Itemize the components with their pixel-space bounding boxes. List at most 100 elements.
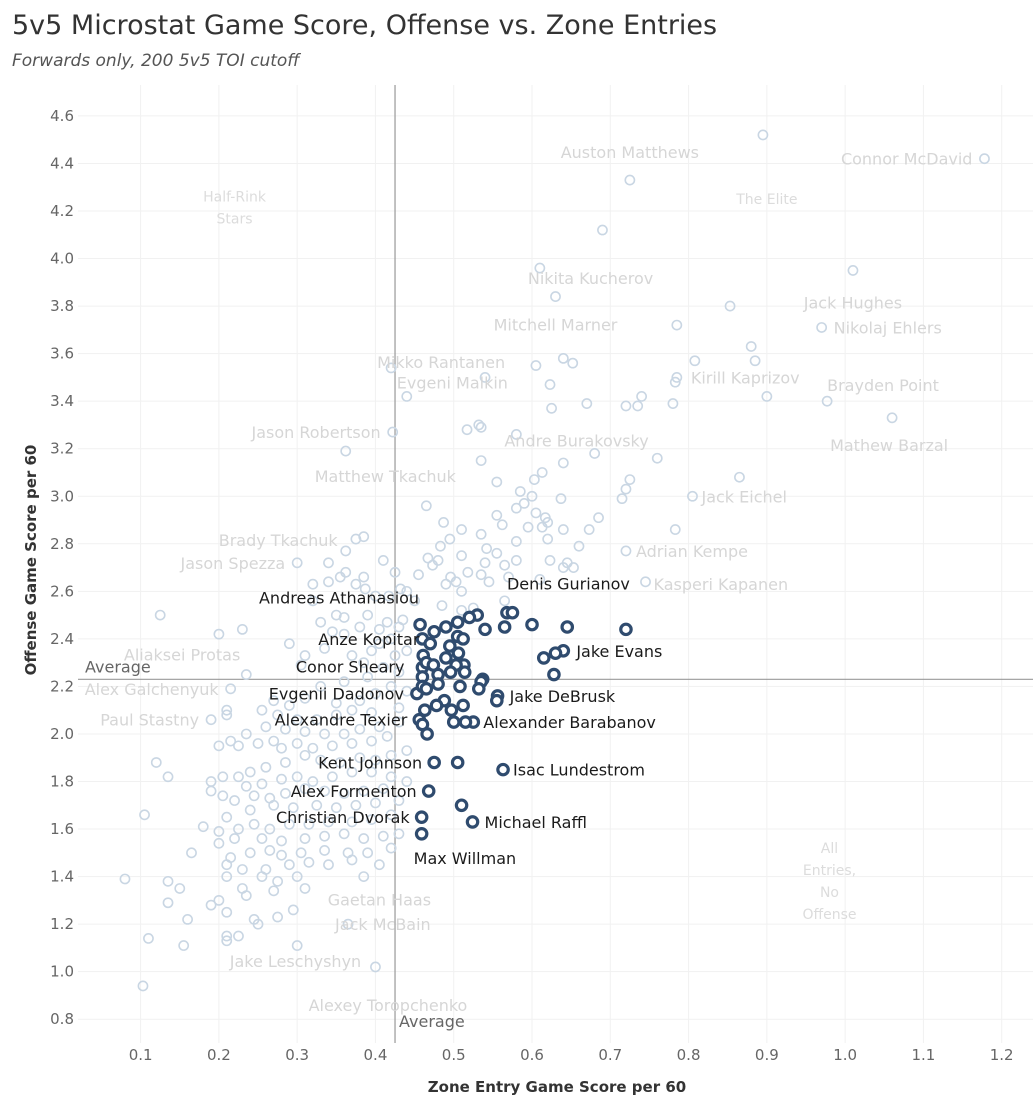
scatter-point[interactable] <box>276 742 287 754</box>
scatter-point[interactable] <box>526 490 538 502</box>
scatter-point[interactable] <box>550 291 561 302</box>
scatter-point[interactable] <box>330 697 342 709</box>
scatter-point[interactable] <box>229 795 240 806</box>
highlight-point[interactable] <box>457 665 472 679</box>
scatter-point[interactable] <box>225 735 237 747</box>
scatter-point[interactable] <box>377 783 389 795</box>
scatter-point[interactable] <box>528 474 540 486</box>
scatter-point[interactable] <box>534 262 546 274</box>
scatter-point[interactable] <box>669 376 681 388</box>
scatter-point[interactable] <box>299 692 311 704</box>
scatter-point[interactable] <box>491 547 503 559</box>
scatter-point[interactable] <box>236 864 248 875</box>
scatter-point[interactable] <box>354 621 366 633</box>
scatter-point[interactable] <box>248 818 260 830</box>
scatter-point[interactable] <box>409 595 420 607</box>
scatter-point[interactable] <box>475 421 487 433</box>
scatter-point[interactable] <box>724 300 736 312</box>
scatter-point[interactable] <box>362 671 374 683</box>
scatter-point[interactable] <box>481 543 493 554</box>
scatter-point[interactable] <box>366 645 377 657</box>
scatter-point[interactable] <box>821 395 833 407</box>
scatter-point[interactable] <box>749 355 761 367</box>
scatter-point[interactable] <box>272 875 284 887</box>
scatter-point[interactable] <box>233 930 244 942</box>
scatter-point[interactable] <box>499 595 511 607</box>
scatter-point[interactable] <box>377 830 389 842</box>
scatter-point[interactable] <box>311 714 323 726</box>
scatter-point[interactable] <box>291 771 303 783</box>
scatter-point[interactable] <box>221 935 233 947</box>
scatter-point[interactable] <box>491 509 503 521</box>
scatter-point[interactable] <box>401 585 413 597</box>
scatter-point[interactable] <box>496 519 508 531</box>
scatter-point[interactable] <box>150 757 162 768</box>
scatter-point[interactable] <box>283 818 295 830</box>
highlight-point[interactable] <box>456 698 470 713</box>
scatter-point[interactable] <box>745 341 757 352</box>
scatter-point[interactable] <box>422 552 434 564</box>
scatter-point[interactable] <box>236 623 248 635</box>
scatter-point[interactable] <box>264 845 276 856</box>
scatter-point[interactable] <box>221 930 233 942</box>
highlight-point[interactable] <box>420 727 434 741</box>
scatter-point[interactable] <box>534 574 546 585</box>
scatter-point[interactable] <box>393 666 405 678</box>
scatter-point[interactable] <box>362 847 374 859</box>
scatter-point[interactable] <box>483 576 495 588</box>
scatter-point[interactable] <box>205 785 217 797</box>
scatter-point[interactable] <box>370 961 381 973</box>
scatter-point[interactable] <box>182 913 193 925</box>
scatter-point[interactable] <box>350 799 362 811</box>
highlight-point[interactable] <box>489 693 504 708</box>
scatter-point[interactable] <box>240 780 252 792</box>
scatter-point[interactable] <box>389 650 401 661</box>
scatter-point[interactable] <box>276 849 287 861</box>
scatter-point[interactable] <box>555 493 567 505</box>
scatter-point[interactable] <box>620 483 632 495</box>
scatter-point[interactable] <box>315 616 327 628</box>
scatter-point[interactable] <box>385 749 397 761</box>
scatter-point[interactable] <box>299 883 311 894</box>
scatter-point[interactable] <box>252 918 264 930</box>
scatter-point[interactable] <box>295 847 307 859</box>
scatter-point[interactable] <box>358 785 370 797</box>
scatter-point[interactable] <box>438 516 449 528</box>
highlight-point[interactable] <box>496 762 510 777</box>
scatter-point[interactable] <box>886 412 898 424</box>
scatter-point[interactable] <box>624 474 636 486</box>
scatter-point[interactable] <box>256 833 268 844</box>
scatter-point[interactable] <box>503 571 514 583</box>
scatter-point[interactable] <box>669 524 681 535</box>
scatter-point[interactable] <box>381 616 393 628</box>
scatter-point[interactable] <box>671 319 683 331</box>
scatter-point[interactable] <box>338 787 350 799</box>
scatter-point[interactable] <box>338 828 350 840</box>
scatter-point[interactable] <box>338 676 350 688</box>
scatter-point[interactable] <box>307 595 319 607</box>
scatter-point[interactable] <box>119 873 131 885</box>
highlight-point[interactable] <box>427 755 441 770</box>
scatter-point[interactable] <box>589 448 601 459</box>
highlight-point[interactable] <box>444 703 459 717</box>
scatter-point[interactable] <box>280 787 291 799</box>
highlight-point[interactable] <box>478 622 492 637</box>
scatter-point[interactable] <box>213 740 225 752</box>
highlight-point[interactable] <box>423 636 438 651</box>
scatter-point[interactable] <box>461 424 473 436</box>
scatter-point[interactable] <box>620 545 632 557</box>
scatter-point[interactable] <box>581 398 593 409</box>
scatter-point[interactable] <box>667 398 679 409</box>
highlight-point[interactable] <box>429 698 444 713</box>
scatter-point[interactable] <box>370 688 381 699</box>
scatter-point[interactable] <box>358 571 370 583</box>
scatter-point[interactable] <box>143 933 154 944</box>
scatter-point[interactable] <box>385 842 397 854</box>
scatter-point[interactable] <box>671 371 683 383</box>
scatter-point[interactable] <box>197 821 209 833</box>
scatter-point[interactable] <box>248 790 260 802</box>
scatter-point[interactable] <box>373 623 385 635</box>
scatter-point[interactable] <box>651 452 663 464</box>
highlight-point[interactable] <box>454 798 469 813</box>
scatter-point[interactable] <box>315 681 327 692</box>
